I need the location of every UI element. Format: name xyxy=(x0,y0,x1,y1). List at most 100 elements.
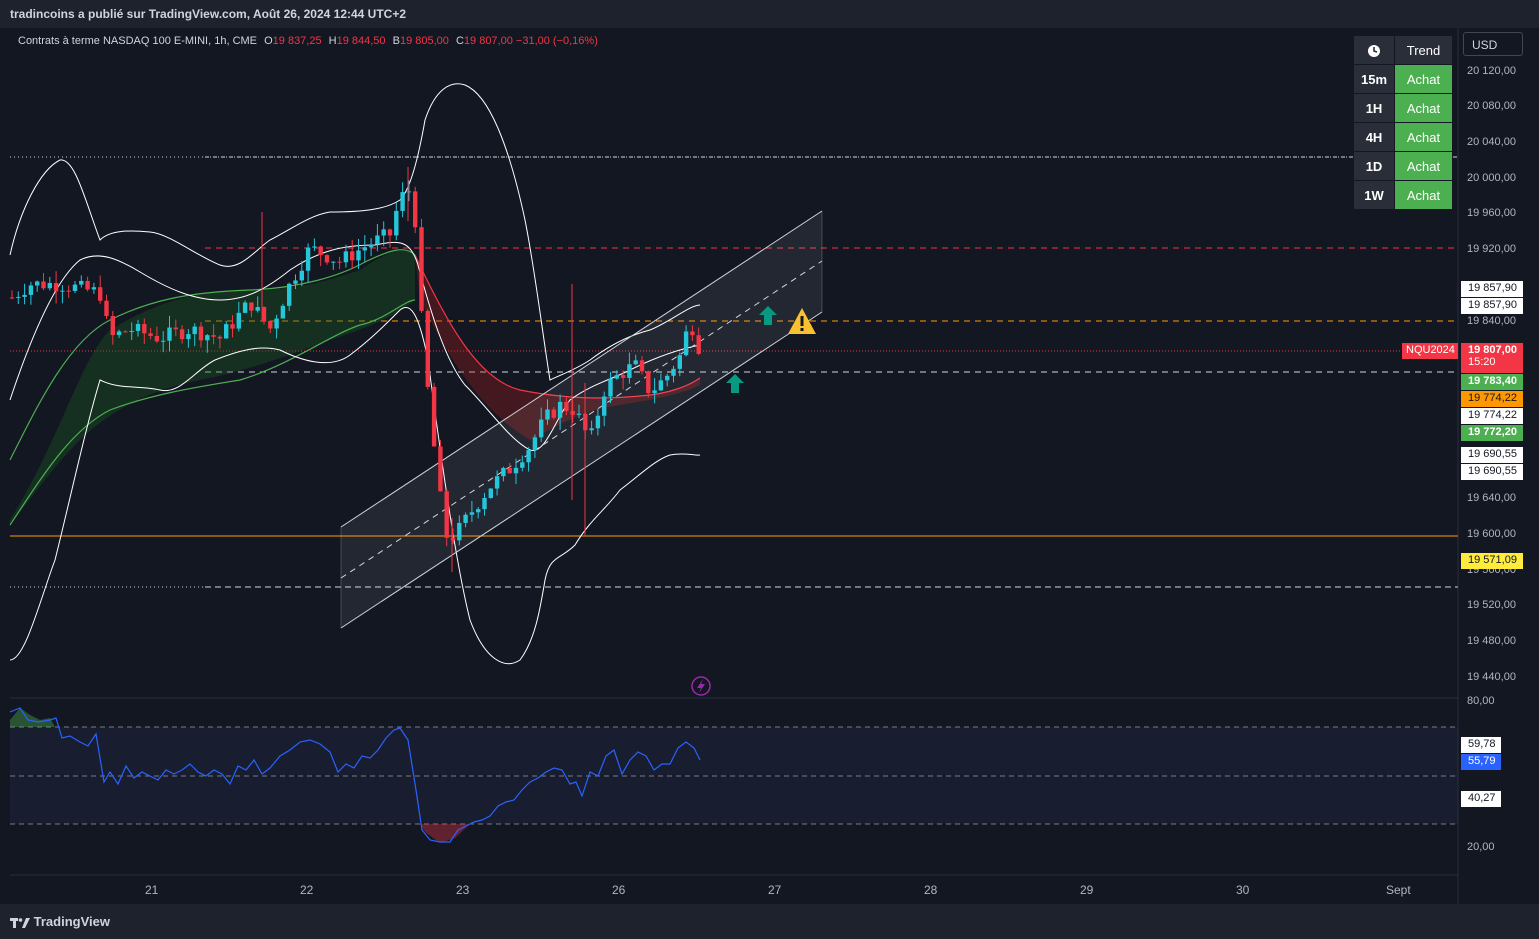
trend-tf: 1H xyxy=(1354,94,1395,123)
ma-red xyxy=(414,254,701,399)
tradingview-logo[interactable]: TradingView xyxy=(10,914,110,929)
rsi-tag: 40,27 xyxy=(1461,791,1501,807)
candle-body xyxy=(425,310,430,387)
time-tick: 26 xyxy=(612,883,626,897)
trend-signal: Achat xyxy=(1395,65,1452,94)
candle-body xyxy=(557,401,563,418)
candle-body xyxy=(343,251,349,263)
trend-signal: Achat xyxy=(1395,94,1452,123)
trend-signal: Achat xyxy=(1395,152,1452,181)
candle-body xyxy=(205,335,210,341)
candle-body xyxy=(671,368,676,376)
rsi-oversold-fill xyxy=(420,824,470,843)
close-label: C xyxy=(455,35,464,47)
candle-body xyxy=(602,396,607,416)
candle-body xyxy=(255,307,260,311)
candle-body xyxy=(595,415,601,429)
candle-body xyxy=(431,386,437,447)
price-tick: 20 000,00 xyxy=(1467,172,1516,184)
candle-body xyxy=(665,375,670,381)
currency-button[interactable]: USD xyxy=(1463,32,1523,56)
low-label: B xyxy=(392,35,400,47)
trend-signal: Achat xyxy=(1395,123,1452,152)
candle-body xyxy=(381,229,386,236)
ma-ribbon xyxy=(10,250,415,525)
candle-body xyxy=(545,409,550,420)
candle-body xyxy=(161,340,166,342)
price-tag: 19 774,22 xyxy=(1461,391,1523,407)
candle-body xyxy=(406,191,412,193)
candle-body xyxy=(589,428,594,431)
candle-body xyxy=(413,191,418,228)
candle-body xyxy=(192,326,197,335)
channel-top xyxy=(340,210,823,528)
event-lightning-icon xyxy=(691,676,711,696)
price-tag: 19 690,55 xyxy=(1461,464,1523,480)
trend-table: Trend 15m Achat 1H Achat 4H Achat 1D Achat 1… xyxy=(1354,36,1452,210)
price-tick: 19 840,00 xyxy=(1467,315,1516,327)
candle-body xyxy=(22,294,27,297)
candle-body xyxy=(608,378,613,397)
candle-body xyxy=(299,270,304,281)
price-tick: 20 080,00 xyxy=(1467,100,1516,112)
candle-body xyxy=(652,390,657,394)
candle-body xyxy=(318,246,323,256)
candle-body xyxy=(47,283,52,289)
candle-body xyxy=(28,285,34,295)
trend-tf: 1W xyxy=(1354,181,1395,210)
candle-body xyxy=(236,312,241,329)
candle-body xyxy=(690,331,695,336)
candle-body xyxy=(356,250,361,261)
candle-body xyxy=(198,326,204,341)
time-tick: 28 xyxy=(924,883,938,897)
candle-body xyxy=(488,488,493,498)
candle-body xyxy=(110,316,115,336)
time-tick: 30 xyxy=(1236,883,1250,897)
time-tick: 27 xyxy=(768,883,782,897)
candle-body xyxy=(123,331,128,333)
candle-body xyxy=(362,247,367,251)
candle-body xyxy=(9,297,15,299)
candle-body xyxy=(494,476,500,489)
price-tag: 19 571,09 xyxy=(1461,553,1523,569)
price-tick: 19 440,00 xyxy=(1467,671,1516,683)
rsi-tag: 59,78 xyxy=(1461,737,1501,753)
candle-body xyxy=(620,375,626,378)
candle-body xyxy=(179,329,185,340)
ma-slow xyxy=(9,299,416,526)
time-tick: Sept xyxy=(1386,883,1411,897)
candle-body xyxy=(501,467,506,477)
chart-area[interactable] xyxy=(0,28,1539,904)
candle-body xyxy=(287,283,292,306)
candle-body xyxy=(520,462,525,468)
candle-body xyxy=(450,537,456,541)
candle-body xyxy=(614,375,619,379)
rsi-overbought-fill xyxy=(10,708,55,727)
close-value: 19 807,00 xyxy=(463,35,513,47)
time-tick: 23 xyxy=(456,883,470,897)
candle-body xyxy=(513,467,519,474)
price-tag: 19 690,55 xyxy=(1461,447,1523,463)
rsi-tick: 20,00 xyxy=(1467,841,1495,853)
candle-body xyxy=(280,305,286,319)
candle-body xyxy=(16,296,21,298)
candle-body xyxy=(173,327,178,330)
candle-body xyxy=(305,247,311,271)
buy-arrow-icon xyxy=(759,306,777,325)
publisher-text: tradincoins a publié sur TradingView.com… xyxy=(10,7,407,21)
candle-body xyxy=(66,290,71,292)
price-tick: 20 040,00 xyxy=(1467,136,1516,148)
last-price-tag: 19 807,00 15:20 xyxy=(1461,343,1523,373)
candle-body xyxy=(242,302,248,313)
candle-body xyxy=(526,450,531,463)
candle-body xyxy=(35,281,40,286)
last-price: 19 807,00 xyxy=(1468,344,1517,356)
candle-body xyxy=(331,261,336,263)
candle-body xyxy=(683,331,689,356)
candle-body xyxy=(564,401,569,412)
candle-body xyxy=(350,251,355,261)
channel-bottom xyxy=(340,311,823,629)
price-tag: 19 774,22 xyxy=(1461,408,1523,424)
candle-body xyxy=(274,318,279,329)
